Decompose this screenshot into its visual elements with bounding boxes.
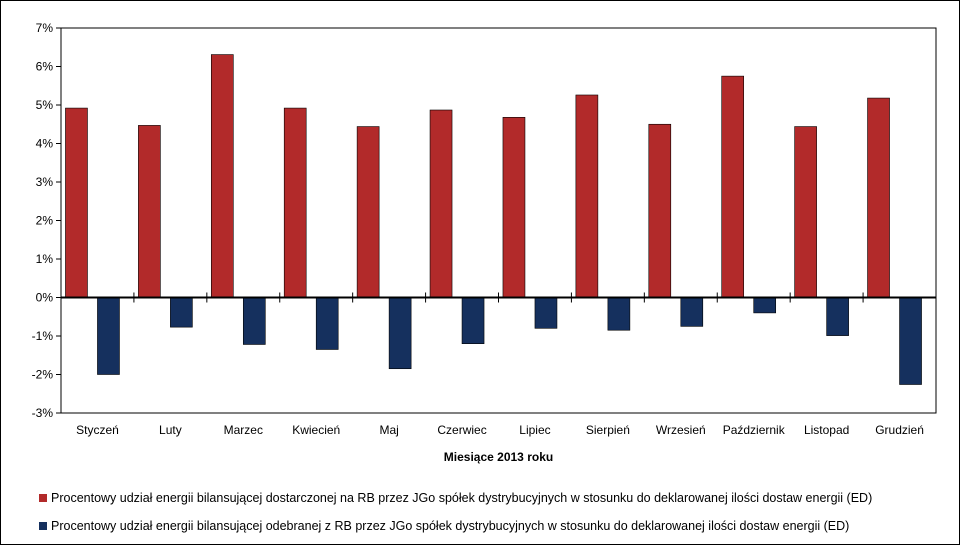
plot-area (60, 27, 937, 414)
x-tick-label: Czerwiec (437, 423, 486, 437)
y-tick-label: -3% (32, 406, 54, 420)
bar-delivered-11 (794, 126, 817, 298)
bar-delivered-9 (648, 123, 672, 298)
bar-received-7 (534, 297, 558, 329)
x-tick-label: Sierpień (586, 423, 630, 437)
x-tick-label: Marzec (224, 423, 263, 437)
y-tick-label: 4% (36, 137, 54, 151)
legend-swatch-delivered (39, 493, 47, 502)
x-tick-label: Luty (159, 423, 182, 437)
legend-entry-delivered: Procentowy udział energii bilansującej d… (39, 491, 872, 505)
bar-received-9 (680, 297, 704, 327)
bar-delivered-8 (575, 94, 599, 298)
x-axis-title: Miesiące 2013 roku (444, 450, 553, 464)
x-tick-label: Grudzień (875, 423, 924, 437)
y-tick-label: 3% (36, 175, 54, 189)
legend-swatch-received (39, 521, 47, 530)
y-tick-label: 0% (36, 291, 54, 305)
bar-received-1 (97, 297, 120, 375)
y-tick-label: -1% (32, 329, 54, 343)
x-tick-label: Kwiecień (292, 423, 340, 437)
bar-delivered-2 (138, 125, 161, 298)
y-tick-label: 1% (36, 252, 54, 266)
x-tick-label: Wrzesień (656, 423, 706, 437)
x-tick-label: Styczeń (76, 423, 119, 437)
bar-delivered-10 (721, 75, 745, 298)
plot-border (60, 27, 937, 414)
x-tick-label: Maj (379, 423, 398, 437)
bar-received-4 (315, 297, 339, 350)
x-tick-label: Listopad (804, 423, 849, 437)
y-tick-label: 5% (36, 98, 54, 112)
bar-delivered-1 (65, 107, 88, 298)
y-tick-label: -2% (32, 368, 54, 382)
bar-delivered-3 (210, 54, 234, 298)
legend-entry-received: Procentowy udział energii bilansującej o… (39, 519, 849, 533)
bar-received-6 (461, 297, 485, 345)
bar-received-3 (242, 297, 266, 345)
bar-received-11 (826, 297, 849, 336)
bar-delivered-12 (867, 97, 890, 298)
x-tick-label: Lipiec (519, 423, 550, 437)
bar-delivered-5 (356, 126, 380, 298)
x-axis-ticks: Styczeń Luty Marzec Kwiecień Maj Czerwiec Lipi… (76, 423, 924, 437)
bar-delivered-4 (283, 107, 307, 298)
bar-received-12 (899, 297, 922, 385)
bar-received-5 (388, 297, 412, 370)
bar-received-10 (753, 297, 777, 314)
y-tick-label: 7% (36, 21, 54, 35)
bar-received-2 (170, 297, 193, 328)
x-tick-label: Październik (723, 423, 786, 437)
legend-label-received: Procentowy udział energii bilansującej o… (51, 519, 850, 533)
bar-delivered-7 (502, 117, 526, 298)
y-axis-ticks: -3% -2% -1% 0% 1% 2% 3% 4% 5% 6% 7% (32, 21, 61, 420)
bar-delivered-6 (429, 109, 453, 298)
y-tick-label: 2% (36, 214, 54, 228)
y-tick-label: 6% (36, 60, 54, 74)
bar-received-8 (607, 297, 631, 331)
legend-label-delivered: Procentowy udział energii bilansującej d… (51, 491, 873, 505)
